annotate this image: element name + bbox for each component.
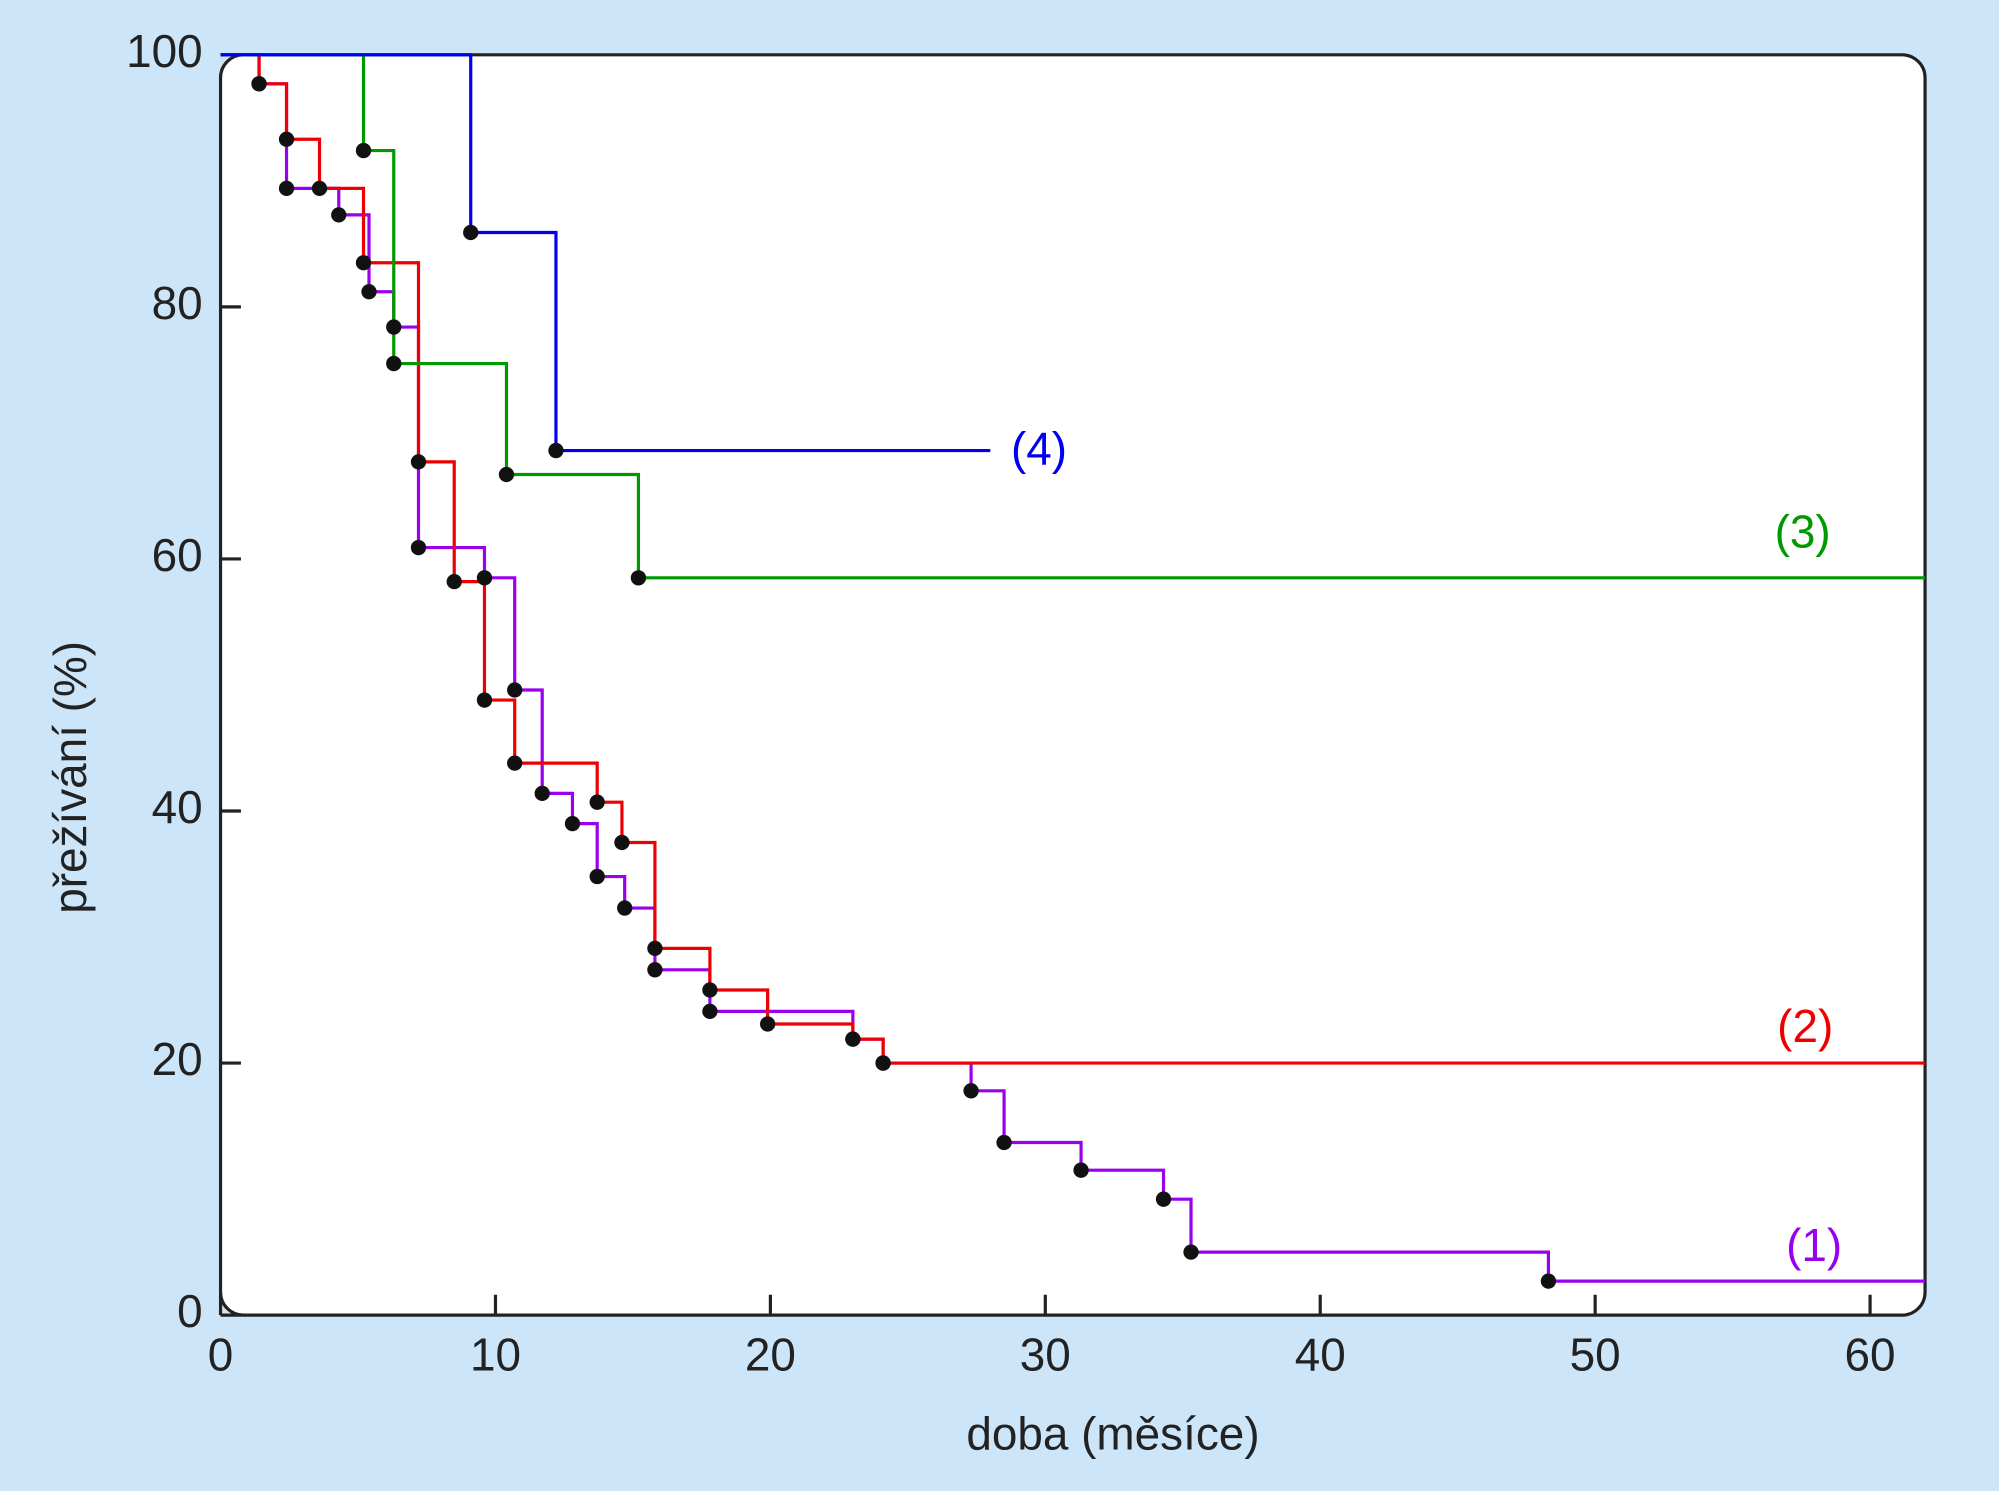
event-dot	[386, 319, 402, 335]
x-tick-label: 10	[470, 1329, 521, 1381]
y-tick-label: 60	[152, 529, 203, 581]
event-dot	[617, 900, 633, 916]
event-dot	[1155, 1191, 1172, 1207]
event-dot	[311, 180, 328, 197]
y-axis-label: přežívání (%)	[44, 641, 96, 914]
event-dot	[476, 692, 493, 708]
event-dot	[702, 1003, 718, 1020]
event-dot	[1073, 1162, 1089, 1178]
x-axis-label: doba (měsíce)	[966, 1408, 1259, 1460]
event-dot	[589, 868, 605, 885]
y-tick-label: 0	[177, 1285, 203, 1337]
event-dot	[1540, 1273, 1557, 1289]
x-tick-label: 50	[1570, 1329, 1621, 1381]
event-dot	[361, 284, 377, 300]
event-dot	[875, 1055, 891, 1071]
event-dot	[647, 940, 663, 957]
x-tick-label: 30	[1020, 1329, 1071, 1381]
event-dot	[759, 1016, 776, 1032]
survival-line	[220, 53, 991, 453]
series-label: (3)	[1775, 505, 1831, 557]
survival-line	[220, 53, 1926, 1283]
event-dot	[446, 573, 462, 590]
x-tick-label: 60	[1845, 1329, 1896, 1381]
event-dot	[630, 570, 647, 586]
event-dot	[386, 355, 402, 372]
y-tick-label: 100	[126, 25, 203, 77]
y-tick-label: 80	[152, 277, 203, 329]
event-dot	[251, 76, 267, 92]
series-label: (2)	[1777, 1000, 1833, 1052]
x-tick-label: 20	[745, 1329, 796, 1381]
event-dot	[845, 1031, 861, 1047]
event-dot	[463, 224, 479, 241]
event-dot	[534, 785, 550, 802]
event-dot	[507, 755, 523, 771]
event-dot	[331, 207, 347, 223]
event-dot	[614, 834, 630, 851]
event-dot	[548, 442, 564, 459]
y-tick-label: 20	[152, 1033, 203, 1085]
event-dot	[963, 1083, 979, 1099]
event-dot	[702, 982, 718, 998]
series-label: (1)	[1786, 1219, 1842, 1271]
event-dot	[564, 815, 581, 832]
x-tick-label: 40	[1295, 1329, 1346, 1381]
event-dot	[647, 962, 663, 978]
event-dot	[278, 131, 295, 147]
event-dot	[1183, 1244, 1199, 1260]
plot-area	[218, 53, 1927, 1317]
event-dot	[355, 255, 372, 271]
x-tick-label: 0	[208, 1329, 234, 1381]
event-dot	[498, 466, 515, 483]
y-tick-label: 40	[152, 781, 203, 833]
event-dot	[410, 539, 427, 556]
event-dot	[476, 570, 493, 586]
event-dot	[410, 454, 427, 470]
event-dot	[278, 180, 295, 197]
event-dot	[589, 794, 605, 810]
event-dot	[355, 142, 372, 159]
series-label: (4)	[1011, 423, 1067, 475]
event-dot	[507, 682, 523, 698]
survival-line	[220, 53, 1926, 580]
event-dot	[996, 1134, 1012, 1151]
